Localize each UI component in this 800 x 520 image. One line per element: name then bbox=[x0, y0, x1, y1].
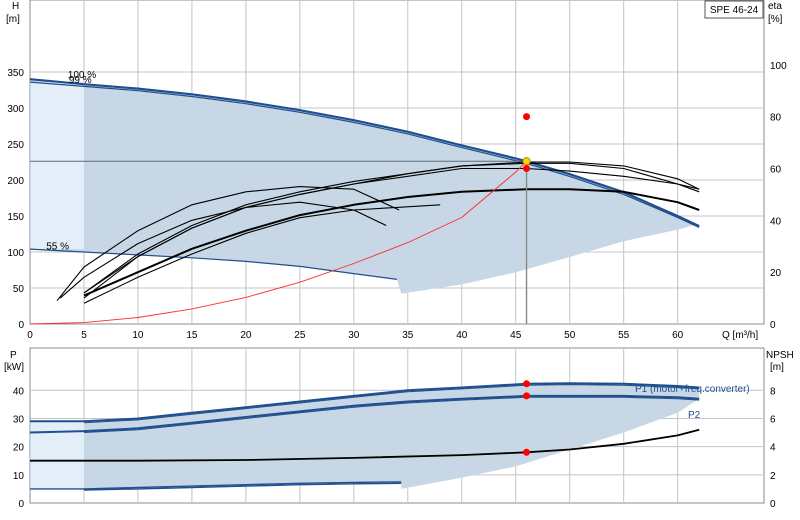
series-npsh bbox=[30, 428, 700, 462]
top-ylabel-left-1: H bbox=[12, 1, 19, 12]
bottom-tick-right: 8 bbox=[770, 386, 776, 397]
series-h-99- bbox=[29, 81, 700, 229]
top-tick-left: 200 bbox=[7, 176, 24, 187]
bottom-ylabel-right-2: [m] bbox=[770, 362, 784, 373]
series-eta-op bbox=[83, 188, 700, 297]
series-h-100- bbox=[29, 78, 700, 228]
series-p-55-a bbox=[30, 481, 402, 490]
top-tick-right: 0 bbox=[770, 320, 776, 331]
legend-p2: P2 bbox=[688, 410, 701, 421]
bottom-ylabel-left-1: P bbox=[10, 350, 17, 361]
duty-point-marker bbox=[522, 157, 531, 166]
x-tick-label: 25 bbox=[294, 330, 306, 341]
legend-p1: P1 (motor+freq.converter) bbox=[635, 384, 750, 395]
series-p1-motor-freq-converter- bbox=[30, 382, 700, 423]
x-axis-label: Q [m³/h] bbox=[722, 330, 758, 341]
series-system-curve bbox=[29, 160, 527, 325]
series-p2-99- bbox=[83, 396, 700, 433]
top-tick-right: 100 bbox=[770, 61, 787, 72]
x-tick-label: 50 bbox=[564, 330, 576, 341]
power-marker bbox=[523, 380, 531, 388]
title-box: SPE 46-24 bbox=[704, 0, 764, 19]
x-tick-label: 40 bbox=[456, 330, 468, 341]
top-tick-left: 350 bbox=[7, 68, 24, 79]
curve-label: 55 % bbox=[46, 242, 69, 253]
axis-layer: 0501001502002503003500204060801000102030… bbox=[7, 0, 787, 510]
top-ylabel-right-2: [%] bbox=[768, 14, 783, 25]
top-tick-left: 150 bbox=[7, 212, 24, 223]
top-tick-left: 300 bbox=[7, 104, 24, 115]
top-tick-right: 60 bbox=[770, 164, 782, 175]
eta-marker bbox=[523, 164, 531, 172]
x-tick-label: 55 bbox=[618, 330, 630, 341]
bottom-tick-right: 6 bbox=[770, 414, 776, 425]
x-tick-label: 20 bbox=[240, 330, 252, 341]
x-tick-label: 5 bbox=[81, 330, 87, 341]
bottom-tick-left: 40 bbox=[13, 386, 25, 397]
x-tick-label: 60 bbox=[672, 330, 684, 341]
eta-marker bbox=[523, 113, 531, 121]
x-tick-label: 30 bbox=[348, 330, 360, 341]
power-marker bbox=[523, 448, 531, 456]
top-tick-right: 40 bbox=[770, 216, 782, 227]
bottom-tick-left: 0 bbox=[18, 499, 24, 510]
curve-label: 100 % bbox=[68, 70, 96, 81]
bottom-tick-right: 4 bbox=[770, 443, 776, 454]
series-h-55- bbox=[29, 248, 398, 280]
region-layer bbox=[30, 79, 700, 489]
top-ylabel-right-1: eta bbox=[768, 1, 782, 12]
power-marker bbox=[523, 392, 531, 400]
top-tick-right: 20 bbox=[770, 268, 782, 279]
series-eta-100- bbox=[83, 167, 700, 299]
x-tick-label: 15 bbox=[186, 330, 198, 341]
series-p1-99- bbox=[83, 384, 700, 424]
x-tick-label: 45 bbox=[510, 330, 522, 341]
series-eta-d bbox=[83, 204, 441, 304]
x-tick-label: 10 bbox=[132, 330, 144, 341]
top-tick-left: 50 bbox=[13, 284, 25, 295]
bottom-tick-right: 0 bbox=[770, 499, 776, 510]
title-frame bbox=[704, 0, 764, 19]
series-p-55-b bbox=[83, 482, 402, 491]
bottom-ylabel-right-1: NPSH bbox=[766, 350, 794, 361]
bottom-tick-left: 20 bbox=[13, 443, 25, 454]
bottom-tick-left: 30 bbox=[13, 414, 25, 425]
top-operating-region bbox=[30, 79, 696, 294]
series-eta-a bbox=[56, 186, 400, 302]
top-ylabel-left-2: [m] bbox=[6, 14, 20, 25]
series-layer bbox=[29, 78, 700, 491]
x-tick-label: 35 bbox=[402, 330, 414, 341]
bottom-ylabel-left-2: [kW] bbox=[4, 362, 24, 373]
bottom-tick-right: 2 bbox=[770, 471, 776, 482]
marker-layer bbox=[522, 113, 531, 456]
series-eta-b bbox=[59, 201, 387, 299]
top-low-flow-band bbox=[31, 82, 84, 250]
bottom-operating-region bbox=[30, 383, 700, 489]
top-tick-right: 80 bbox=[770, 113, 782, 124]
series-eta-99- bbox=[83, 161, 700, 294]
bottom-tick-left: 10 bbox=[13, 471, 25, 482]
top-tick-left: 0 bbox=[18, 320, 24, 331]
curve-label: 99 % bbox=[69, 75, 92, 86]
x-tick-label: 0 bbox=[27, 330, 33, 341]
series-p2 bbox=[29, 394, 700, 434]
top-tick-left: 100 bbox=[7, 248, 24, 259]
chart-title: SPE 46-24 bbox=[710, 5, 759, 16]
top-tick-left: 250 bbox=[7, 140, 24, 151]
